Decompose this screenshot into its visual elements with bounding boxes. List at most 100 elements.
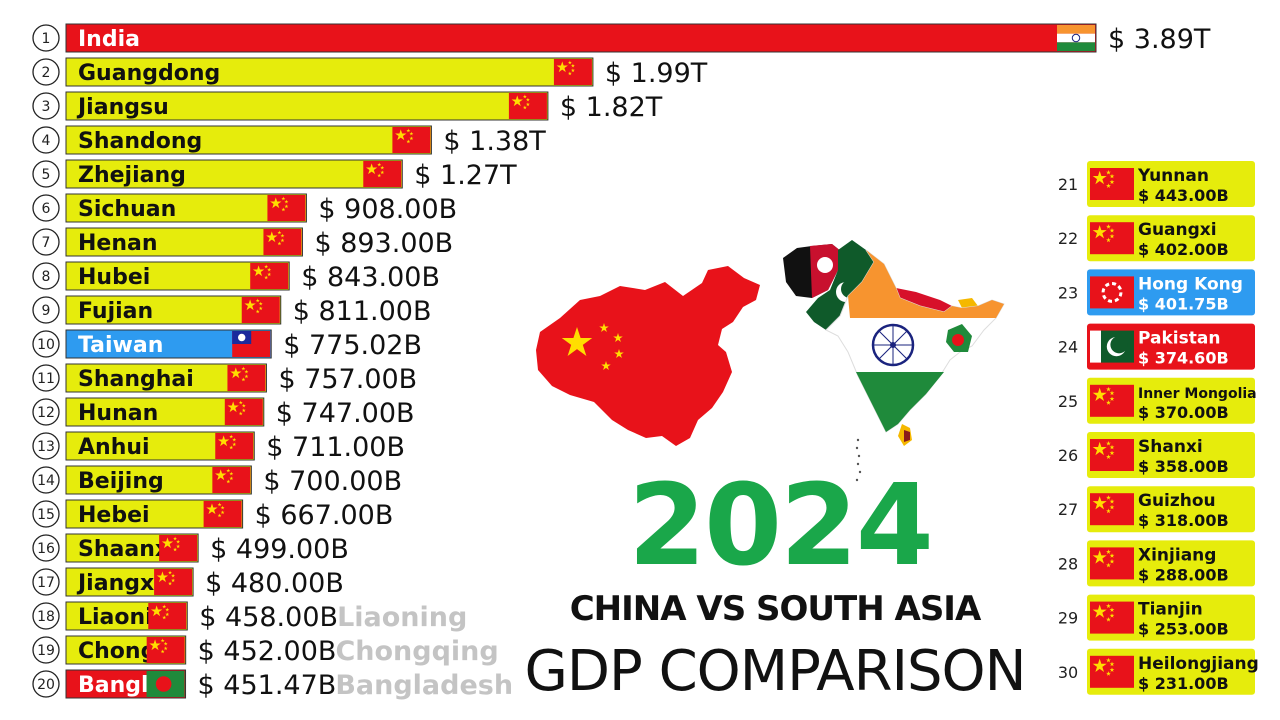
bar-label: Jiangx — [76, 571, 154, 596]
china-flag-icon — [553, 59, 592, 85]
chart-title: GDP COMPARISON — [524, 639, 1026, 704]
rank-number: 4 — [42, 133, 51, 149]
bar — [65, 125, 432, 155]
rank-number: 21 — [1058, 175, 1078, 194]
rank-number: 9 — [42, 303, 51, 319]
rank-badge — [32, 534, 60, 562]
bar-value: $ 667.00B — [255, 500, 394, 531]
china-flag-icon — [263, 229, 302, 255]
china-flag-icon — [1090, 655, 1134, 688]
hong-kong-flag-icon — [1090, 276, 1134, 309]
rank-badge — [32, 466, 60, 494]
bar-label: Shandong — [78, 129, 202, 154]
rank-number: 22 — [1058, 229, 1078, 248]
side-value: $ 253.00B — [1138, 620, 1229, 639]
china-flag-icon — [267, 195, 306, 221]
rank-number: 13 — [37, 439, 55, 455]
rank-badge — [32, 636, 60, 664]
bar-value: $ 757.00B — [278, 364, 417, 395]
rank-number: 7 — [42, 235, 51, 251]
bar-label: Henan — [78, 231, 158, 256]
rank-number: 14 — [37, 473, 55, 489]
china-flag-icon — [1090, 547, 1134, 580]
rank-badge — [32, 432, 60, 460]
side-list-item: 25 Inner Mongolia$ 370.00B — [1058, 377, 1257, 424]
main-bar-list: 1 India $ 3.89T 2 Guangdong $ 1.99T 3 Jiangsu $ … — [32, 23, 1211, 701]
bar-label: Bangl — [78, 673, 149, 698]
bar-value: $ 1.27T — [414, 160, 517, 191]
china-flag-icon — [1090, 493, 1134, 526]
rank-number: 24 — [1058, 338, 1078, 357]
rank-badge — [32, 364, 60, 392]
bar-value: $ 843.00B — [301, 262, 440, 293]
bar-row: 13 Anhui $ 711.00B — [32, 431, 405, 463]
bar-value: $ 1.99T — [605, 58, 708, 89]
bar-row: 16 Shaanx $ 499.00B — [32, 533, 349, 565]
side-list-item: 26 Shanxi$ 358.00B — [1058, 432, 1255, 478]
china-flag-icon — [508, 93, 547, 119]
side-list-item: 21 Yunnan$ 443.00B — [1058, 161, 1255, 207]
china-flag-icon — [159, 535, 198, 561]
rank-badge — [32, 670, 60, 698]
rank-number: 10 — [37, 337, 55, 353]
bar-value: $ 452.00B — [198, 636, 337, 667]
china-flag-icon — [363, 161, 402, 187]
bar-value: $ 811.00B — [293, 296, 432, 327]
rank-number: 25 — [1058, 392, 1078, 411]
side-label: Hong Kong — [1138, 274, 1243, 294]
bar-value: $ 451.47B — [198, 670, 337, 701]
china-flag-icon — [154, 569, 193, 595]
side-value: $ 358.00B — [1138, 457, 1229, 476]
china-flag-icon — [392, 127, 431, 153]
china-flag-icon — [224, 399, 263, 425]
side-value: $ 288.00B — [1138, 565, 1229, 584]
rank-badge — [32, 194, 60, 222]
china-flag-icon — [250, 263, 289, 289]
side-value: $ 370.00B — [1138, 403, 1229, 422]
side-list-item: 27 Guizhou$ 318.00B — [1058, 486, 1255, 533]
rank-number: 19 — [37, 643, 55, 659]
rank-badge — [32, 500, 60, 528]
china-flag-icon — [1090, 222, 1134, 255]
bar-row: 9 Fujian $ 811.00B — [32, 295, 432, 327]
rank-number: 23 — [1058, 283, 1078, 302]
rank-badge — [32, 92, 60, 120]
china-flag-icon — [241, 297, 280, 323]
side-list-item: 22 Guangxi$ 402.00B — [1058, 215, 1255, 262]
side-list-item: 29 Tianjin$ 253.00B — [1058, 594, 1255, 641]
rank-number: 1 — [42, 31, 51, 47]
china-flag-icon — [1090, 439, 1134, 471]
rank-number: 20 — [37, 677, 55, 693]
bar-value: $ 480.00B — [205, 568, 344, 599]
side-value: $ 374.60B — [1138, 349, 1229, 368]
bar-row: 5 Zhejiang $ 1.27T — [32, 159, 517, 191]
china-flag-icon — [215, 433, 254, 459]
bar — [65, 193, 307, 223]
bar — [65, 23, 1097, 53]
bar-value: $ 700.00B — [263, 466, 402, 497]
rank-number: 30 — [1058, 663, 1078, 682]
bar-value: $ 3.89T — [1108, 24, 1211, 55]
rank-number: 5 — [42, 167, 51, 183]
side-list-item: 24 Pakistan$ 374.60B — [1058, 323, 1255, 370]
china-flag-icon — [203, 501, 242, 527]
china-flag-icon — [227, 365, 266, 391]
bar-row: 20 Bangl $ 451.47B Bangladesh — [32, 669, 513, 701]
bar-ghost-label: Bangladesh — [335, 670, 513, 701]
side-list-item: 28 Xinjiang$ 288.00B — [1058, 540, 1255, 587]
bar-row: 1 India $ 3.89T — [32, 23, 1211, 55]
bar-label: Hubei — [78, 265, 150, 290]
side-list-item: 30 Heilongjiang$ 231.00B — [1058, 648, 1259, 695]
bar-label: Zhejiang — [78, 163, 186, 188]
bangladesh-flag-icon — [146, 671, 185, 697]
bar-label: Guangdong — [78, 61, 220, 86]
side-value: $ 401.75B — [1138, 294, 1229, 313]
rank-number: 26 — [1058, 446, 1078, 465]
china-flag-icon — [1090, 168, 1134, 200]
rank-number: 29 — [1058, 609, 1078, 628]
bar-row: 15 Hebei $ 667.00B — [32, 499, 394, 531]
rank-number: 16 — [37, 541, 55, 557]
rank-badge — [32, 602, 60, 630]
south-asia-map-icon — [783, 240, 1005, 482]
bar-value: $ 1.38T — [443, 126, 546, 157]
